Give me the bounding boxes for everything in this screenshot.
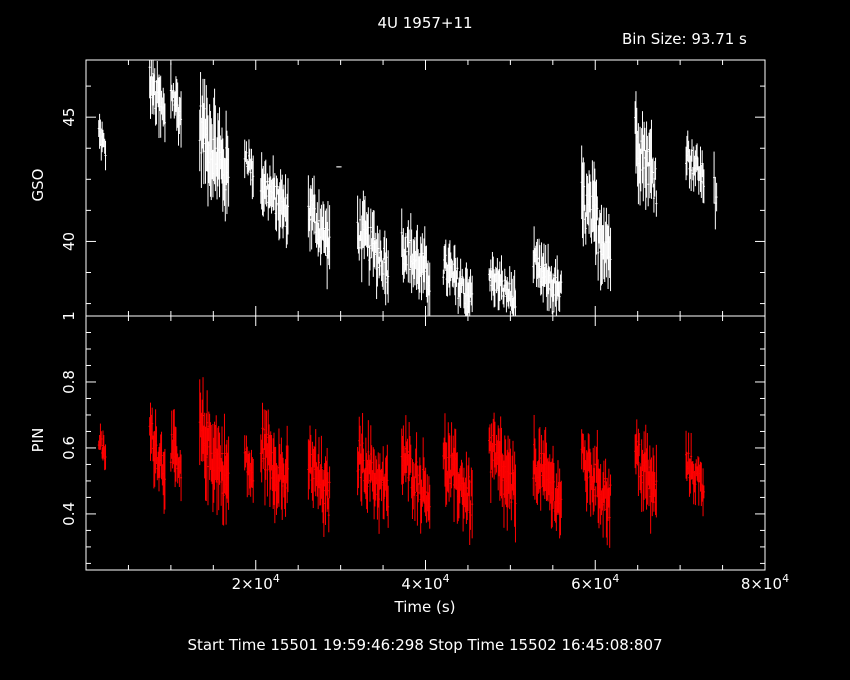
bin-size-label: Bin Size: 93.71 s <box>622 30 747 48</box>
gso-panel: 40 45 <box>60 60 765 316</box>
x-tick-label: 4×104 <box>401 572 449 593</box>
pin-y-tick-label: 0.4 <box>60 502 78 526</box>
pin-panel-frame <box>85 315 766 571</box>
x-tick-label: 8×104 <box>741 572 789 593</box>
x-tick-label: 2×104 <box>232 572 280 593</box>
pin-y-tick-label: 1 <box>60 311 78 321</box>
gso-y-tick-label: 40 <box>60 232 78 251</box>
chart-title: 4U 1957+11 <box>377 14 473 32</box>
pin-panel: 0.4 0.6 0.8 1 2×104 4×104 6×104 8×104 <box>60 311 789 593</box>
x-axis-label: Time (s) <box>394 598 456 616</box>
gso-panel-frame <box>85 59 766 317</box>
x-tick-label: 6×104 <box>571 572 619 593</box>
start-stop-times: Start Time 15501 19:59:46:298 Stop Time … <box>187 636 663 654</box>
pin-y-tick-label: 0.6 <box>60 436 78 460</box>
gso-y-tick-label: 45 <box>60 108 78 127</box>
pin-y-tick-label: 0.8 <box>60 370 78 394</box>
